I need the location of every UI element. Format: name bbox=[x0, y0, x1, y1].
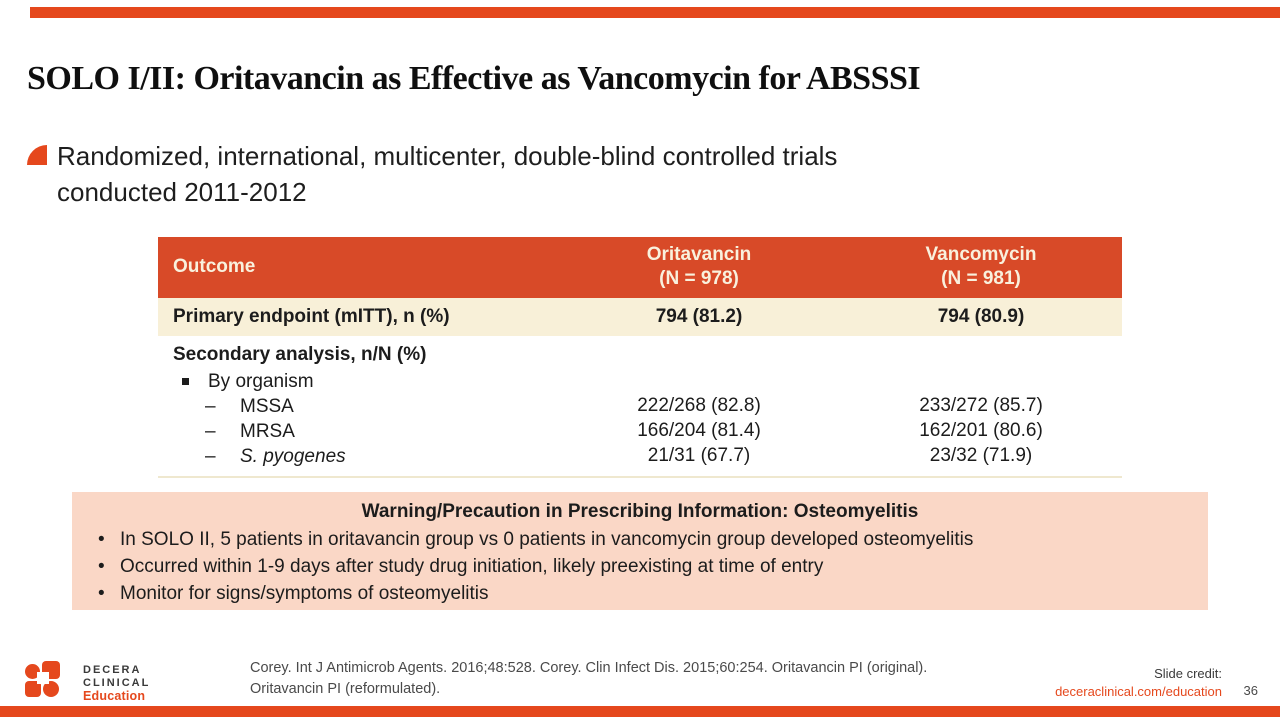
primary-endpoint-vancomycin-value: 794 (80.9) bbox=[937, 305, 1025, 327]
mrsa-label: MRSA bbox=[240, 421, 295, 443]
citation-text: Corey. Int J Antimicrob Agents. 2016;48:… bbox=[250, 658, 950, 700]
intro-bullet-line2: conducted 2011-2012 bbox=[57, 177, 307, 208]
slide-credit-link[interactable]: deceraclinical.com/education bbox=[1055, 684, 1222, 700]
logo-line-education: Education bbox=[83, 689, 146, 704]
top-accent-bar bbox=[30, 7, 1280, 18]
intro-bullet-line1: Randomized, international, multicenter, … bbox=[57, 141, 838, 171]
table-row-mrsa: – MRSA 166/204 (81.4) 162/201 (80.6) bbox=[158, 419, 1122, 444]
mssa-label: MSSA bbox=[240, 396, 294, 418]
warning-bullet-3-text: Monitor for signs/symptoms of osteomyeli… bbox=[120, 582, 489, 604]
logo-shape bbox=[37, 672, 49, 684]
slide-credit-block: Slide credit: deceraclinical.com/educati… bbox=[1055, 665, 1222, 701]
dash-bullet: – bbox=[205, 446, 216, 468]
warning-callout-box: Warning/Precaution in Prescribing Inform… bbox=[72, 492, 1208, 610]
column-header-vancomycin: Vancomycin (N = 981) bbox=[840, 243, 1122, 292]
logo-shape bbox=[43, 681, 59, 697]
square-bullet-icon bbox=[182, 378, 189, 386]
column-header-outcome: Outcome bbox=[173, 256, 256, 278]
decera-logo-icon bbox=[25, 661, 63, 699]
primary-endpoint-oritavancin-value: 794 (81.2) bbox=[655, 305, 743, 327]
dot-bullet-icon: • bbox=[98, 582, 105, 604]
table-row-s-pyogenes: – S. pyogenes 21/31 (67.7) 23/32 (71.9) bbox=[158, 444, 1122, 469]
mrsa-oritavancin-value: 166/204 (81.4) bbox=[637, 420, 761, 442]
mrsa-label-cell: – MRSA bbox=[158, 419, 558, 444]
triangle-bullet-icon bbox=[27, 145, 47, 165]
s-pyogenes-vancomycin-value: 23/32 (71.9) bbox=[929, 445, 1033, 467]
secondary-analysis-label: Secondary analysis, n/N (%) bbox=[173, 343, 427, 365]
slide-title: SOLO I/II: Oritavancin as Effective as V… bbox=[27, 60, 921, 97]
decera-logo-text: DECERA CLINICAL Education bbox=[83, 664, 150, 704]
mssa-label-cell: – MSSA bbox=[158, 394, 558, 419]
logo-shape bbox=[25, 664, 40, 679]
slide-credit-label: Slide credit: bbox=[1154, 666, 1222, 681]
logo-shape bbox=[25, 681, 41, 697]
warning-bullet-3: • Monitor for signs/symptoms of osteomye… bbox=[90, 581, 1190, 608]
dash-bullet: – bbox=[205, 421, 216, 443]
table-row-mssa: – MSSA 222/268 (82.8) 233/272 (85.7) bbox=[158, 394, 1122, 419]
table-section-secondary-analysis: Secondary analysis, n/N (%) By organism … bbox=[158, 335, 1122, 478]
vancomycin-header-name: Vancomycin bbox=[925, 244, 1037, 265]
intro-bullet-item: Randomized, international, multicenter, … bbox=[27, 138, 837, 211]
warning-bullet-list: • In SOLO II, 5 patients in oritavancin … bbox=[90, 527, 1190, 608]
citation-line2: Oritavancin PI (reformulated). bbox=[250, 681, 441, 698]
mssa-oritavancin-value: 222/268 (82.8) bbox=[637, 395, 761, 417]
logo-line-clinical: CLINICAL bbox=[83, 676, 151, 689]
dot-bullet-icon: • bbox=[98, 529, 105, 550]
s-pyogenes-label-cell: – S. pyogenes bbox=[158, 444, 558, 469]
logo-line-decera: DECERA bbox=[83, 664, 142, 676]
citation-line1: Corey. Int J Antimicrob Agents. 2016;48:… bbox=[250, 660, 928, 676]
dash-bullet: – bbox=[205, 396, 216, 418]
intro-bullet-text: Randomized, international, multicenter, … bbox=[57, 138, 837, 211]
column-header-oritavancin: Oritavancin (N = 978) bbox=[558, 243, 840, 292]
mssa-vancomycin-value: 233/272 (85.7) bbox=[919, 395, 1043, 417]
warning-bullet-2-text: Occurred within 1-9 days after study dru… bbox=[120, 555, 824, 577]
results-table: Outcome Oritavancin (N = 978) Vancomycin… bbox=[158, 237, 1122, 478]
oritavancin-header-name: Oritavancin bbox=[646, 244, 752, 265]
mrsa-vancomycin-value: 162/201 (80.6) bbox=[919, 420, 1043, 442]
bottom-accent-bar bbox=[0, 706, 1280, 717]
by-organism-item: By organism bbox=[158, 370, 1122, 395]
dot-bullet-icon: • bbox=[98, 555, 105, 577]
warning-bullet-1: • In SOLO II, 5 patients in oritavancin … bbox=[90, 527, 1190, 554]
by-organism-label: By organism bbox=[208, 370, 314, 392]
warning-bullet-1-text: In SOLO II, 5 patients in oritavancin gr… bbox=[120, 529, 974, 550]
primary-endpoint-label: Primary endpoint (mITT), n (%) bbox=[173, 305, 450, 327]
warning-bullet-2: • Occurred within 1-9 days after study d… bbox=[90, 554, 1190, 581]
warning-title: Warning/Precaution in Prescribing Inform… bbox=[361, 501, 919, 522]
s-pyogenes-label: S. pyogenes bbox=[240, 446, 346, 468]
table-header-row: Outcome Oritavancin (N = 978) Vancomycin… bbox=[158, 237, 1122, 298]
vancomycin-header-n: (N = 981) bbox=[941, 268, 1021, 290]
s-pyogenes-oritavancin-value: 21/31 (67.7) bbox=[647, 445, 751, 467]
page-number: 36 bbox=[1243, 683, 1258, 698]
table-row-primary-endpoint: Primary endpoint (mITT), n (%) 794 (81.2… bbox=[158, 297, 1122, 336]
oritavancin-header-n: (N = 978) bbox=[659, 268, 739, 290]
